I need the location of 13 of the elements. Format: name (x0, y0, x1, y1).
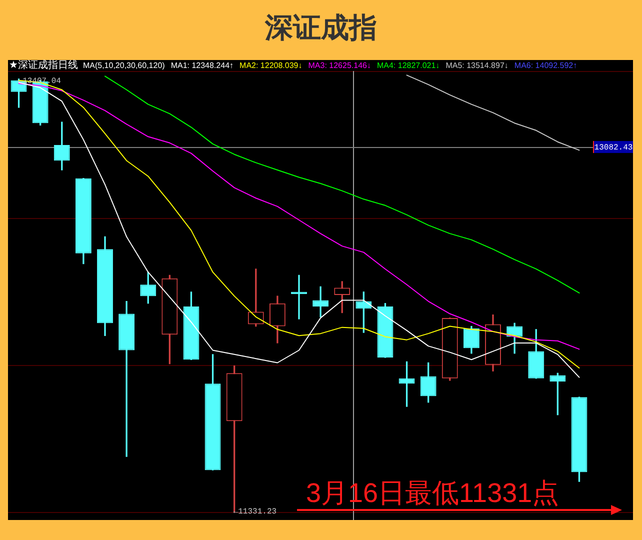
text: MA2: 12208.039↓ (240, 60, 302, 71)
candlestick (312, 286, 329, 318)
ref-line-label: 13082.43 (594, 144, 633, 153)
legend-label: MA6: 14092.592↑ (514, 60, 578, 71)
text: MA1: 12348.244↑ (170, 60, 234, 71)
chart-title: 深证成指 (264, 10, 378, 46)
annotation: ←11331.23 (233, 508, 277, 517)
text: MA3: 12625.146↓ (308, 60, 371, 71)
text: MA5: 13514.897↓ (446, 60, 508, 71)
text: MA4: 12827.021↓ (376, 60, 440, 71)
chart-subtitle: ★深证成指日线 (9, 60, 78, 71)
legend-title: MA(5,10,20,30,60,120) (82, 60, 165, 71)
candlestick (118, 300, 135, 457)
